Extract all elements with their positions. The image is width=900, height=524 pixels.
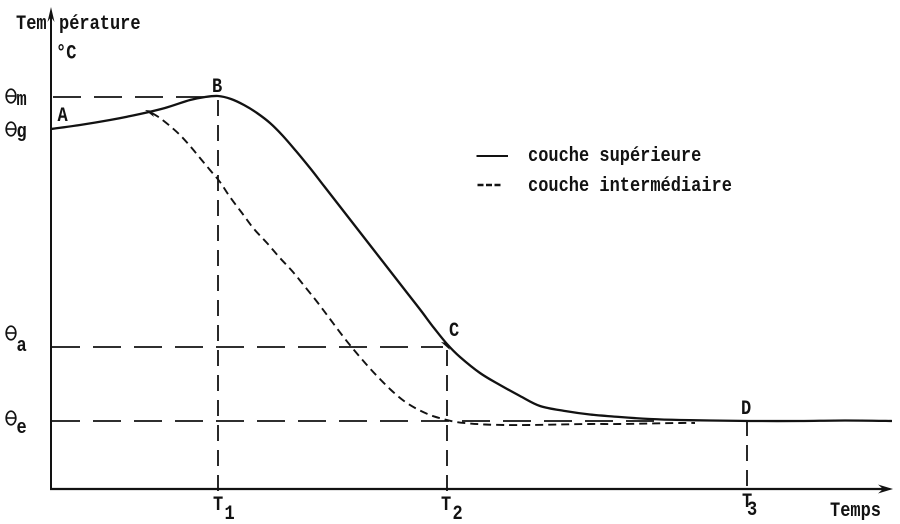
svg-text:°C: °C	[56, 41, 76, 65]
svg-text:B: B	[212, 75, 222, 99]
svg-text:1: 1	[225, 502, 235, 524]
svg-text:a: a	[17, 334, 27, 358]
svg-text:e: e	[17, 416, 27, 440]
svg-text:pérature: pérature	[59, 12, 141, 36]
svg-text:C: C	[449, 319, 459, 343]
svg-text:A: A	[58, 104, 69, 128]
svg-text:g: g	[17, 120, 27, 144]
svg-text:Temps: Temps	[830, 499, 881, 523]
svg-text:m: m	[17, 88, 27, 112]
svg-text:D: D	[741, 397, 751, 421]
svg-text:T: T	[742, 490, 752, 514]
svg-text:2: 2	[453, 502, 463, 524]
svg-text:couche intermédiaire: couche intermédiaire	[528, 174, 732, 198]
svg-text:couche supérieure: couche supérieure	[528, 144, 701, 168]
svg-text:T: T	[213, 493, 223, 517]
svg-text:T: T	[441, 493, 451, 517]
svg-text:3: 3	[747, 498, 757, 522]
svg-text:Tem: Tem	[16, 12, 47, 36]
